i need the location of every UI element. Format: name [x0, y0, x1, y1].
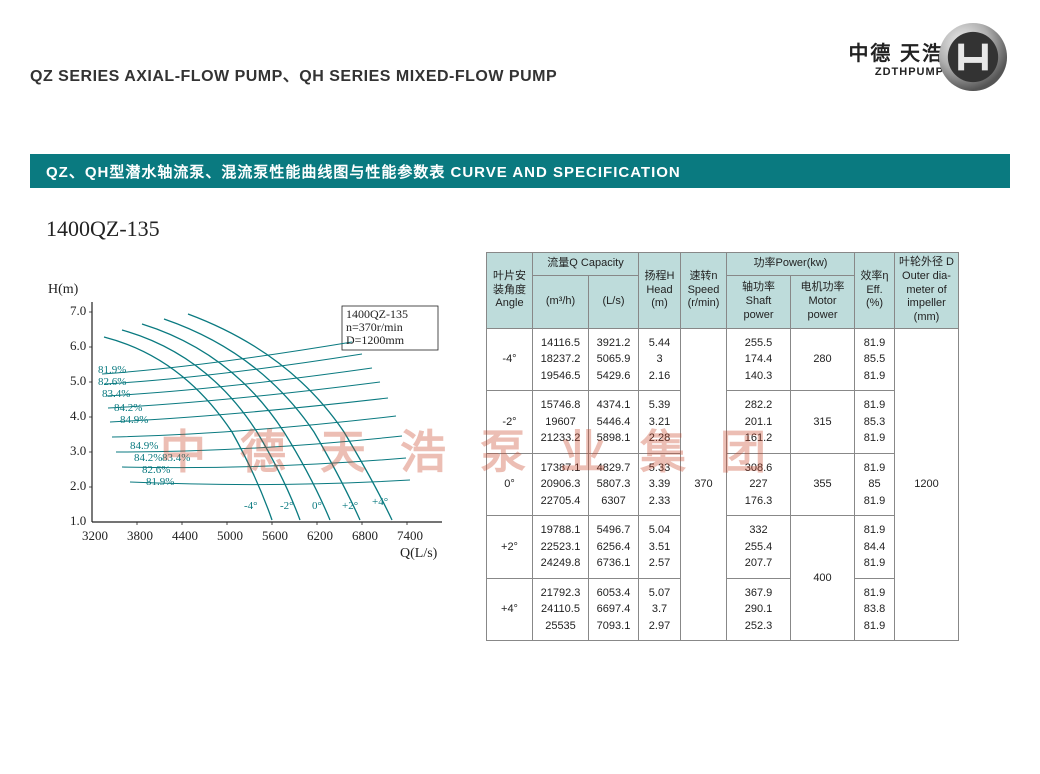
- angle-lbl-0: 0°: [312, 500, 322, 512]
- svg-text:7.0: 7.0: [70, 303, 86, 318]
- svg-text:5.0: 5.0: [70, 373, 86, 388]
- col-power-group: 功率Power(kw): [727, 253, 855, 276]
- angle-lbl-m2: -2°: [280, 500, 294, 512]
- cell-head: 5.043.512.57: [639, 516, 681, 579]
- eff-826b: 82.6%: [142, 464, 170, 476]
- svg-text:3800: 3800: [127, 528, 153, 543]
- cell-ls: 4374.15446.45898.1: [589, 391, 639, 454]
- col-shaft: 轴功率Shaft power: [727, 275, 791, 328]
- cell-head: 5.333.392.33: [639, 453, 681, 516]
- cell-eff: 81.984.481.9: [855, 516, 895, 579]
- cell-speed: 370: [681, 328, 727, 641]
- col-head: 扬程HHead(m): [639, 253, 681, 329]
- x-axis-label: Q(L/s): [400, 546, 437, 562]
- cell-shaft: 282.2201.1161.2: [727, 391, 791, 454]
- cell-angle: -4°: [487, 328, 533, 391]
- content-row: 1.0 2.0 3.0 4.0 5.0 6.0 7.0 3200 3800 44…: [30, 252, 1010, 641]
- eff-842b: 84.2%: [134, 452, 162, 464]
- cell-eff: 81.98581.9: [855, 453, 895, 516]
- eff-849a: 84.9%: [120, 414, 148, 426]
- svg-text:5600: 5600: [262, 528, 288, 543]
- cell-motor: 280: [791, 328, 855, 391]
- model-name: 1400QZ-135: [46, 216, 1010, 242]
- eff-834a: 83.4%: [102, 388, 130, 400]
- cell-shaft: 308.6227176.3: [727, 453, 791, 516]
- eff-834b: 83.4%: [162, 452, 190, 464]
- angle-lbl-p2: +2°: [342, 500, 358, 512]
- cell-ls: 3921.25065.95429.6: [589, 328, 639, 391]
- cell-ls: 6053.46697.47093.1: [589, 578, 639, 641]
- page-root: 中德 天浩 ZDTHPUMP QZ SERIES AXIAL-FLOW PUMP…: [0, 0, 1040, 774]
- cell-angle: -2°: [487, 391, 533, 454]
- cell-head: 5.073.72.97: [639, 578, 681, 641]
- col-speed: 速转nSpeed(r/min): [681, 253, 727, 329]
- cell-ls: 5496.76256.46736.1: [589, 516, 639, 579]
- brand-en: ZDTHPUMP: [875, 66, 944, 78]
- col-angle: 叶片安装角度Angle: [487, 253, 533, 329]
- eff-849b: 84.9%: [130, 440, 158, 452]
- svg-text:4400: 4400: [172, 528, 198, 543]
- y-axis-label: H(m): [48, 282, 78, 298]
- col-eff: 效率ηEff.(%): [855, 253, 895, 329]
- eff-842a: 84.2%: [114, 402, 142, 414]
- eff-819a: 81.9%: [98, 364, 126, 376]
- svg-text:3.0: 3.0: [70, 443, 86, 458]
- cell-shaft: 255.5174.4140.3: [727, 328, 791, 391]
- svg-text:6.0: 6.0: [70, 338, 86, 353]
- chart-info-diam: D=1200mm: [346, 333, 404, 348]
- cell-m3h: 21792.324110.525535: [533, 578, 589, 641]
- brand-text: 中德 天浩 ZDTHPUMP: [848, 37, 944, 78]
- cell-m3h: 17387.120906.322705.4: [533, 453, 589, 516]
- cell-motor: 315: [791, 391, 855, 454]
- svg-text:1.0: 1.0: [70, 513, 86, 528]
- col-capacity-group: 流量Q Capacity: [533, 253, 639, 276]
- angle-lbl-p4: +4°: [372, 496, 388, 508]
- svg-text:6800: 6800: [352, 528, 378, 543]
- col-motor: 电机功率Motor power: [791, 275, 855, 328]
- svg-text:2.0: 2.0: [70, 478, 86, 493]
- logo-icon: [936, 20, 1010, 94]
- angle-lbl-m4: -4°: [244, 500, 258, 512]
- cell-m3h: 19788.122523.124249.8: [533, 516, 589, 579]
- section-heading: QZ、QH型潜水轴流泵、混流泵性能曲线图与性能参数表 CURVE AND SPE…: [30, 154, 1010, 188]
- cell-ls: 4829.75807.36307: [589, 453, 639, 516]
- cell-eff: 81.985.381.9: [855, 391, 895, 454]
- eff-819b: 81.9%: [146, 476, 174, 488]
- svg-text:7400: 7400: [397, 528, 423, 543]
- table-row: -4° 14116.518237.219546.5 3921.25065.954…: [487, 328, 959, 391]
- cell-shaft: 367.9290.1252.3: [727, 578, 791, 641]
- col-impeller: 叶轮外径 DOuter dia-meter ofimpeller(mm): [895, 253, 959, 329]
- col-ls: (L/s): [589, 275, 639, 328]
- svg-text:5000: 5000: [217, 528, 243, 543]
- svg-text:3200: 3200: [82, 528, 108, 543]
- table-body: -4° 14116.518237.219546.5 3921.25065.954…: [487, 328, 959, 641]
- table-head: 叶片安装角度Angle 流量Q Capacity 扬程HHead(m) 速转nS…: [487, 253, 959, 329]
- svg-text:6200: 6200: [307, 528, 333, 543]
- brand-cn: 中德 天浩: [848, 37, 944, 66]
- cell-head: 5.4432.16: [639, 328, 681, 391]
- cell-eff: 81.985.581.9: [855, 328, 895, 391]
- col-m3h: (m³/h): [533, 275, 589, 328]
- cell-m3h: 14116.518237.219546.5: [533, 328, 589, 391]
- cell-motor: 355: [791, 453, 855, 516]
- brand-logo: 中德 天浩 ZDTHPUMP: [848, 20, 1010, 94]
- performance-chart: 1.0 2.0 3.0 4.0 5.0 6.0 7.0 3200 3800 44…: [42, 282, 462, 592]
- cell-m3h: 15746.81960721233.2: [533, 391, 589, 454]
- cell-angle: +2°: [487, 516, 533, 579]
- cell-head: 5.393.212.28: [639, 391, 681, 454]
- cell-impeller: 1200: [895, 328, 959, 641]
- cell-eff: 81.983.881.9: [855, 578, 895, 641]
- spec-table: 叶片安装角度Angle 流量Q Capacity 扬程HHead(m) 速转nS…: [486, 252, 959, 641]
- cell-shaft: 332255.4207.7: [727, 516, 791, 579]
- svg-text:4.0: 4.0: [70, 408, 86, 423]
- cell-angle: +4°: [487, 578, 533, 641]
- eff-826a: 82.6%: [98, 376, 126, 388]
- cell-angle: 0°: [487, 453, 533, 516]
- cell-motor: 400: [791, 516, 855, 641]
